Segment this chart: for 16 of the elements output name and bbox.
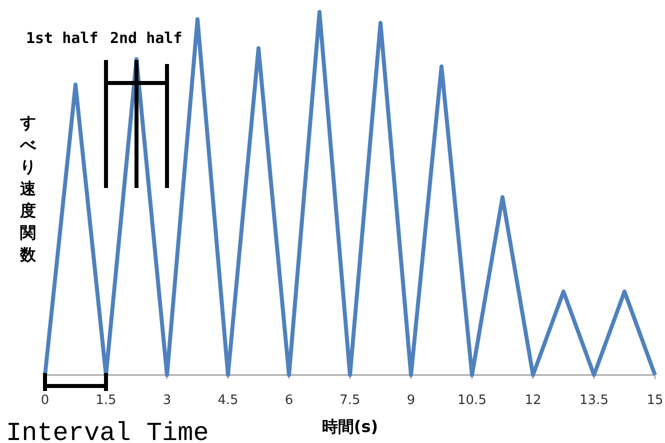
x-tick-label: 7.5 xyxy=(340,393,360,408)
x-tick-label: 1.5 xyxy=(96,393,116,408)
x-tick-label: 6 xyxy=(284,393,294,408)
x-tick-label: 13.5 xyxy=(580,393,608,408)
annotation: 1st half xyxy=(26,29,98,47)
x-tick-label: 15 xyxy=(646,393,664,408)
x-axis-title: 時間(s) xyxy=(322,417,378,436)
x-tick-label: 3 xyxy=(162,393,172,408)
y-axis-title: すべり速度関数 xyxy=(19,113,37,264)
text: Interval Time xyxy=(6,418,209,443)
x-tick-label: 4.5 xyxy=(218,393,238,408)
x-tick-label: 0 xyxy=(40,393,50,408)
x-tick-label: 12 xyxy=(524,393,542,408)
x-tick-label: 10.5 xyxy=(458,393,486,408)
x-tick-label: 9 xyxy=(406,393,416,408)
annotation: 2nd half xyxy=(110,29,182,47)
